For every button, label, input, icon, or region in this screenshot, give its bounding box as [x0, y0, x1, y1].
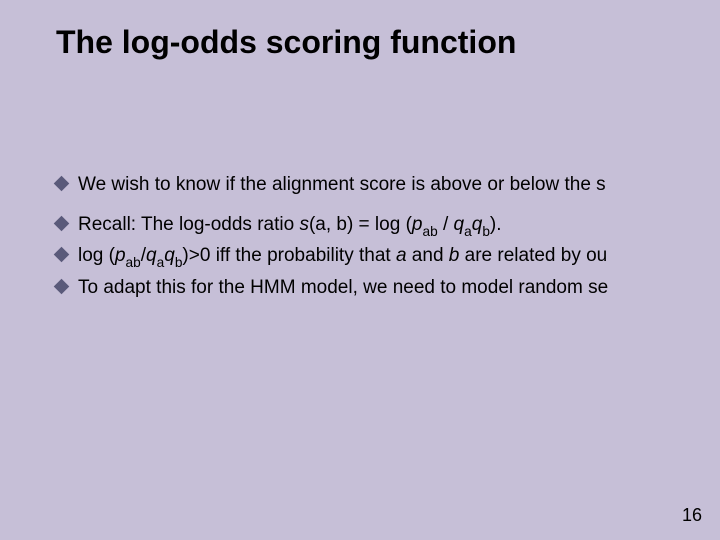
- bullet-gap: [56, 201, 720, 209]
- bullet-text: We wish to know if the alignment score i…: [78, 174, 606, 195]
- text-run: b: [175, 255, 183, 270]
- bullet-text: Recall: The log-odds ratio s(a, b) = log…: [78, 214, 502, 235]
- bullet-item: We wish to know if the alignment score i…: [56, 171, 720, 199]
- bullet-text: To adapt this for the HMM model, we need…: [78, 277, 608, 298]
- slide-title: The log-odds scoring function: [56, 24, 720, 61]
- text-run: and: [407, 245, 449, 266]
- bullet-icon: [54, 176, 70, 192]
- text-run: log (: [78, 245, 115, 266]
- text-run: (a, b) = log (: [309, 214, 412, 235]
- text-run: b: [482, 224, 490, 239]
- bullet-icon: [54, 279, 70, 295]
- text-run: q: [164, 245, 175, 266]
- bullet-icon: [54, 215, 70, 231]
- text-run: q: [472, 214, 483, 235]
- text-run: q: [146, 245, 157, 266]
- text-run: )>0 iff the probability that: [182, 245, 396, 266]
- text-run: /: [438, 214, 454, 235]
- bullet-item: log (pab/qaqb)>0 iff the probability tha…: [56, 242, 720, 272]
- bullet-item: Recall: The log-odds ratio s(a, b) = log…: [56, 211, 720, 241]
- text-run: s: [299, 214, 309, 235]
- text-run: Recall: The log-odds ratio: [78, 214, 299, 235]
- text-run: ab: [126, 255, 141, 270]
- bullet-icon: [54, 247, 70, 263]
- page-number: 16: [682, 505, 702, 526]
- text-run: a: [157, 255, 165, 270]
- text-run: a: [464, 224, 472, 239]
- text-run: are related by ou: [459, 245, 607, 266]
- text-run: b: [449, 245, 460, 266]
- bullet-text: log (pab/qaqb)>0 iff the probability tha…: [78, 245, 607, 266]
- text-run: p: [115, 245, 126, 266]
- slide: The log-odds scoring function We wish to…: [0, 0, 720, 540]
- text-run: q: [454, 214, 465, 235]
- bullet-list: We wish to know if the alignment score i…: [56, 171, 720, 301]
- text-run: ab: [422, 224, 437, 239]
- text-run: p: [412, 214, 423, 235]
- bullet-item: To adapt this for the HMM model, we need…: [56, 274, 720, 302]
- text-run: a: [396, 245, 407, 266]
- text-run: ).: [490, 214, 502, 235]
